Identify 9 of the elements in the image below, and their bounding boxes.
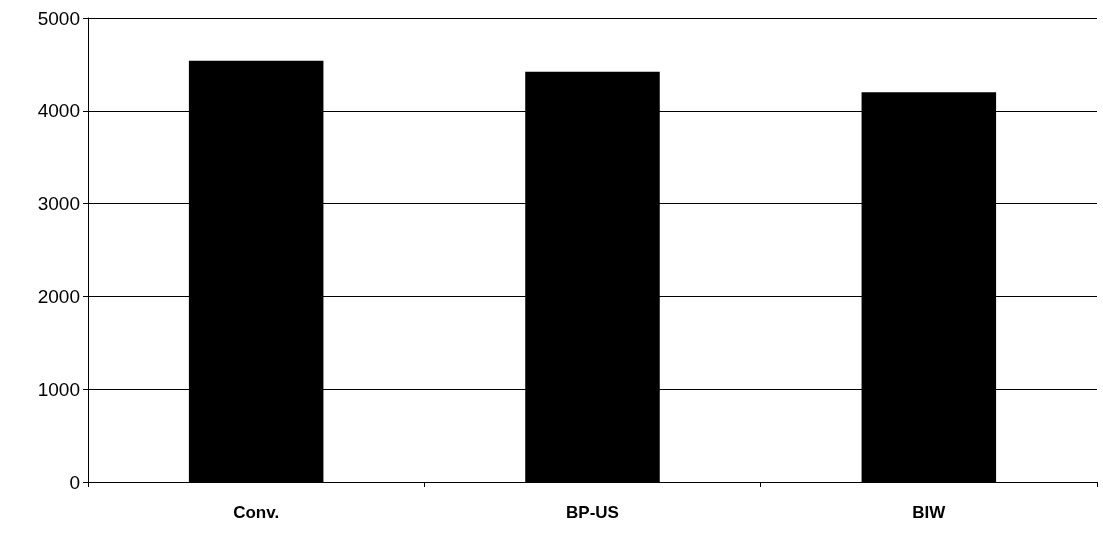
y-tick-label: 4000 — [37, 100, 80, 122]
y-tick-label: 2000 — [37, 285, 80, 307]
x-tick-label: Conv. — [233, 503, 280, 522]
y-tick-label: 5000 — [37, 7, 80, 29]
x-tick-label: BP-US — [566, 503, 619, 522]
x-tick-label: BIW — [912, 503, 947, 522]
y-tick-label: 1000 — [37, 378, 80, 400]
y-tick-label: 3000 — [37, 193, 80, 215]
y-tick-label: 0 — [69, 471, 80, 493]
